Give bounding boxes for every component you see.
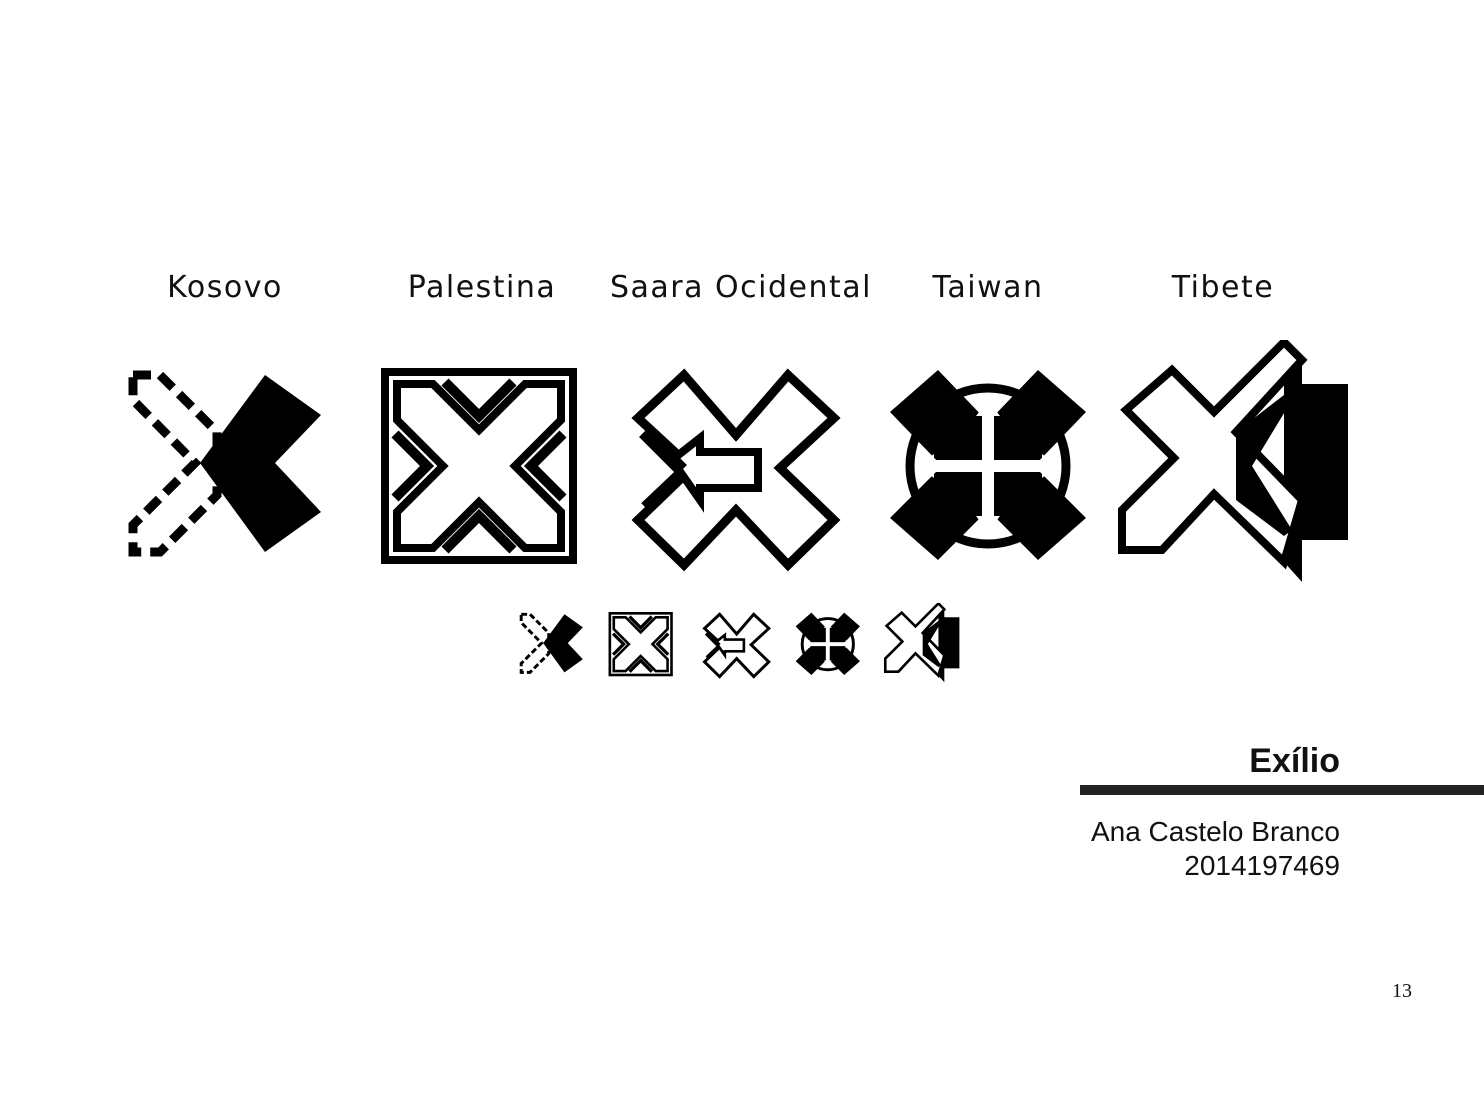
tibete-x-small-icon <box>882 600 964 686</box>
page-number: 13 <box>1392 980 1412 1002</box>
palestina-x-small-icon <box>600 600 682 686</box>
taiwan-x-icon <box>888 340 1138 585</box>
label-kosovo: Kosovo <box>167 270 283 305</box>
saara-ocidental-x-small-icon <box>696 600 778 686</box>
author-name: Ana Castelo Branco <box>1090 816 1340 847</box>
label-taiwan: Taiwan <box>932 270 1044 305</box>
label-palestina: Palestina <box>407 270 557 305</box>
kosovo-x-icon <box>105 340 355 585</box>
label-saara-ocidental: Saara Ocidental <box>609 270 873 305</box>
tibete-x-icon <box>1112 340 1362 585</box>
palestina-x-icon <box>355 340 605 585</box>
project-title: Exílio <box>1249 742 1340 780</box>
author-block: Ana Castelo Branco 2014197469 <box>1091 815 1340 883</box>
saara-ocidental-x-icon <box>612 340 862 585</box>
title-divider <box>1080 785 1484 795</box>
taiwan-x-small-icon <box>795 600 877 686</box>
student-number: 2014197469 <box>1184 850 1340 881</box>
kosovo-x-small-icon <box>512 600 594 686</box>
label-tibete: Tibete <box>1171 270 1275 305</box>
